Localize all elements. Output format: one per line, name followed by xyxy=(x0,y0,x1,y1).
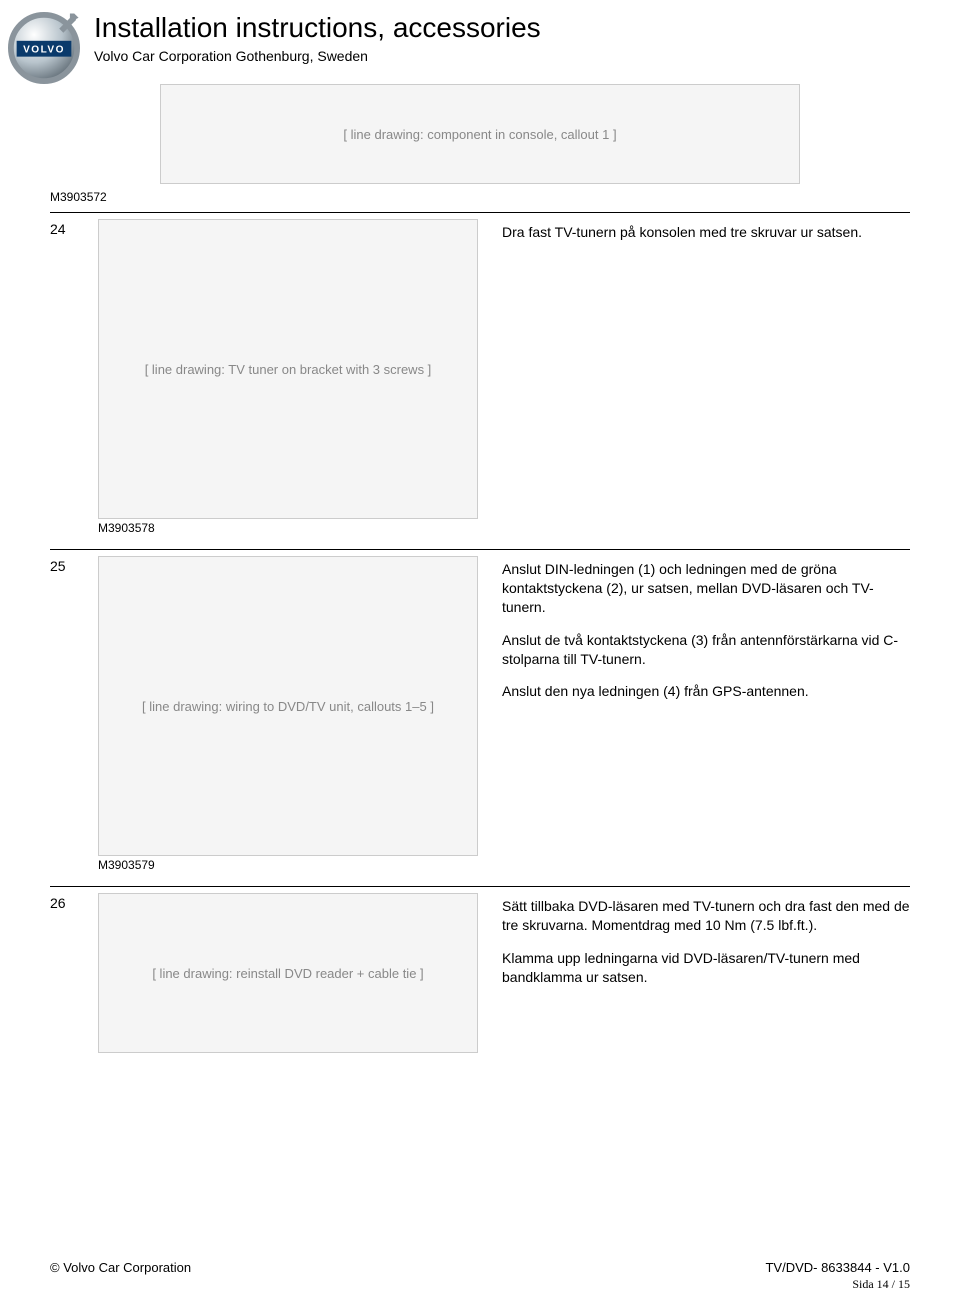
volvo-logo-icon: VOLVO xyxy=(8,12,80,84)
step-image-column: [ line drawing: reinstall DVD reader + c… xyxy=(98,893,478,1053)
step-26: 26 [ line drawing: reinstall DVD reader … xyxy=(50,893,910,1053)
page-subtitle: Volvo Car Corporation Gothenburg, Sweden xyxy=(94,48,541,64)
step-paragraph: Klamma upp ledningarna vid DVD-läsaren/T… xyxy=(502,949,910,987)
step-text-column: Anslut DIN-ledningen (1) och ledningen m… xyxy=(502,556,910,880)
step-paragraph: Anslut DIN-ledningen (1) och ledningen m… xyxy=(502,560,910,617)
main-content: [ line drawing: component in console, ca… xyxy=(0,84,960,1053)
step-number: 26 xyxy=(50,893,78,1053)
step-text-column: Sätt tillbaka DVD-läsaren med TV-tunern … xyxy=(502,893,910,1053)
divider xyxy=(50,212,910,213)
diagram-placeholder: [ line drawing: component in console, ca… xyxy=(160,84,800,184)
step-paragraph: Dra fast TV-tunern på konsolen med tre s… xyxy=(502,223,910,242)
step-number: 24 xyxy=(50,219,78,543)
image-id: M3903572 xyxy=(50,190,910,204)
footer-left: © Volvo Car Corporation xyxy=(50,1260,191,1275)
step-25: 25 [ line drawing: wiring to DVD/TV unit… xyxy=(50,556,910,880)
step-number: 25 xyxy=(50,556,78,880)
footer-right: TV/DVD- 8633844 - V1.0 xyxy=(765,1260,910,1275)
step-24: 24 [ line drawing: TV tuner on bracket w… xyxy=(50,219,910,543)
image-id: M3903578 xyxy=(98,521,478,535)
step-image-column: [ line drawing: TV tuner on bracket with… xyxy=(98,219,478,543)
step-paragraph: Sätt tillbaka DVD-läsaren med TV-tunern … xyxy=(502,897,910,935)
page-footer: © Volvo Car Corporation TV/DVD- 8633844 … xyxy=(0,1260,960,1292)
diagram-placeholder: [ line drawing: wiring to DVD/TV unit, c… xyxy=(98,556,478,856)
step-paragraph: Anslut de två kontaktstyckena (3) från a… xyxy=(502,631,910,669)
page-header: VOLVO Installation instructions, accesso… xyxy=(0,0,960,84)
step-image-column: [ line drawing: wiring to DVD/TV unit, c… xyxy=(98,556,478,880)
image-id: M3903579 xyxy=(98,858,478,872)
diagram-placeholder: [ line drawing: TV tuner on bracket with… xyxy=(98,219,478,519)
header-text-block: Installation instructions, accessories V… xyxy=(94,12,541,64)
step-paragraph: Anslut den nya ledningen (4) från GPS-an… xyxy=(502,682,910,701)
footer-page-number: Sida 14 / 15 xyxy=(50,1277,910,1292)
divider xyxy=(50,886,910,887)
page-title: Installation instructions, accessories xyxy=(94,12,541,44)
top-figure: [ line drawing: component in console, ca… xyxy=(50,84,910,184)
divider xyxy=(50,549,910,550)
svg-text:VOLVO: VOLVO xyxy=(23,44,65,55)
diagram-placeholder: [ line drawing: reinstall DVD reader + c… xyxy=(98,893,478,1053)
step-text-column: Dra fast TV-tunern på konsolen med tre s… xyxy=(502,219,910,543)
